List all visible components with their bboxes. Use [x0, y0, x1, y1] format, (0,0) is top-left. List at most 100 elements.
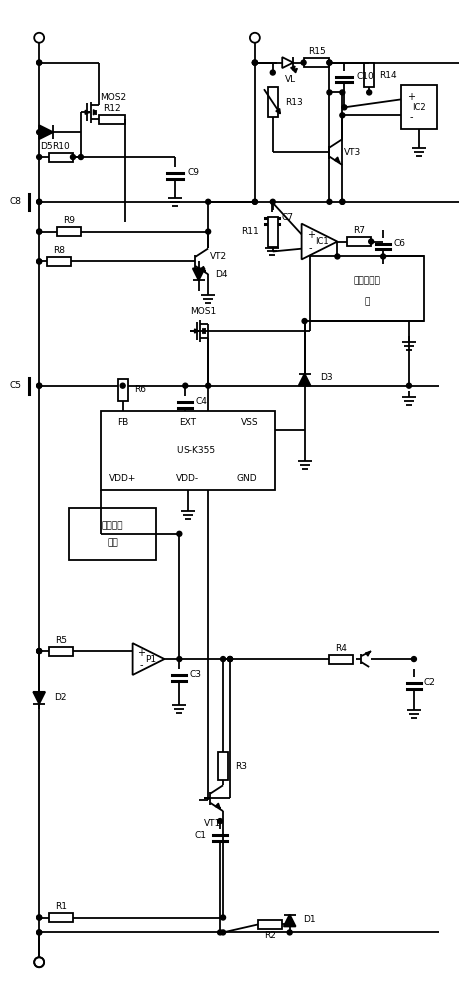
Bar — [258, 920, 282, 929]
Circle shape — [37, 930, 42, 935]
Text: GND: GND — [237, 474, 257, 483]
Text: 电流检测电: 电流检测电 — [353, 277, 380, 286]
Text: R15: R15 — [308, 47, 325, 56]
Circle shape — [252, 199, 257, 204]
Text: +: + — [137, 648, 145, 658]
Text: 比较放大: 比较放大 — [102, 522, 123, 531]
Text: C5: C5 — [9, 381, 21, 390]
Circle shape — [37, 383, 42, 388]
Circle shape — [37, 199, 42, 204]
Circle shape — [335, 254, 340, 259]
Circle shape — [270, 70, 275, 75]
Circle shape — [340, 199, 345, 204]
Polygon shape — [33, 692, 45, 704]
Text: +: + — [307, 230, 315, 240]
Circle shape — [411, 657, 416, 662]
Circle shape — [37, 649, 42, 654]
Text: D3: D3 — [320, 373, 333, 382]
Circle shape — [206, 199, 211, 204]
Circle shape — [227, 657, 233, 662]
Circle shape — [220, 915, 226, 920]
Circle shape — [227, 657, 233, 662]
Text: 电路: 电路 — [107, 539, 118, 548]
Text: R6: R6 — [135, 385, 147, 394]
Text: C8: C8 — [9, 197, 21, 206]
Polygon shape — [284, 915, 295, 926]
Circle shape — [220, 930, 226, 935]
Text: MOS2: MOS2 — [100, 93, 126, 102]
Text: C7: C7 — [282, 213, 294, 222]
Circle shape — [37, 60, 42, 65]
Circle shape — [407, 383, 411, 388]
Text: D2: D2 — [54, 693, 67, 702]
Text: U: U — [176, 446, 183, 455]
Circle shape — [327, 90, 332, 95]
Text: C9: C9 — [187, 168, 199, 177]
Circle shape — [78, 155, 83, 160]
Text: 路: 路 — [364, 297, 370, 306]
Text: C3: C3 — [189, 670, 201, 679]
Bar — [47, 257, 71, 266]
Circle shape — [120, 383, 125, 388]
Text: R4: R4 — [335, 644, 348, 653]
Text: R12: R12 — [103, 104, 121, 113]
Circle shape — [340, 90, 345, 95]
Text: FB: FB — [117, 418, 129, 427]
Circle shape — [367, 90, 372, 95]
Bar — [348, 237, 371, 246]
Bar — [303, 58, 329, 67]
Circle shape — [227, 657, 233, 662]
Circle shape — [37, 930, 42, 935]
Circle shape — [327, 60, 332, 65]
Polygon shape — [193, 268, 204, 280]
Circle shape — [37, 199, 42, 204]
Circle shape — [270, 199, 275, 204]
Circle shape — [252, 60, 257, 65]
Circle shape — [302, 319, 307, 324]
Polygon shape — [299, 374, 310, 386]
Circle shape — [37, 383, 42, 388]
Bar — [99, 115, 125, 124]
Circle shape — [381, 254, 386, 259]
Polygon shape — [302, 224, 337, 259]
Circle shape — [327, 60, 332, 65]
Bar — [310, 256, 424, 321]
Text: D4: D4 — [216, 270, 228, 279]
Circle shape — [206, 383, 211, 388]
Bar — [49, 153, 73, 162]
Circle shape — [340, 199, 345, 204]
Polygon shape — [133, 643, 165, 675]
Circle shape — [37, 229, 42, 234]
Circle shape — [327, 199, 332, 204]
Circle shape — [369, 239, 374, 244]
Polygon shape — [39, 125, 53, 139]
Circle shape — [220, 657, 226, 662]
Text: R9: R9 — [63, 216, 75, 225]
Text: MOS1: MOS1 — [189, 307, 216, 316]
Text: R5: R5 — [55, 636, 67, 645]
Circle shape — [218, 930, 223, 935]
Text: P1: P1 — [145, 655, 156, 664]
Circle shape — [218, 819, 223, 824]
Polygon shape — [93, 110, 96, 115]
Text: C4: C4 — [195, 397, 207, 406]
Text: EXT: EXT — [179, 418, 197, 427]
Text: R1: R1 — [55, 902, 67, 911]
Text: IC2: IC2 — [412, 103, 426, 112]
Circle shape — [206, 229, 211, 234]
Text: R10: R10 — [52, 142, 70, 151]
Text: VT2: VT2 — [210, 252, 227, 261]
Bar — [101, 411, 275, 490]
Circle shape — [252, 60, 257, 65]
Text: VT3: VT3 — [344, 148, 362, 157]
Circle shape — [37, 60, 42, 65]
Circle shape — [37, 259, 42, 264]
Text: R3: R3 — [235, 762, 247, 771]
Text: R7: R7 — [353, 226, 365, 235]
Circle shape — [37, 259, 42, 264]
Text: C6: C6 — [393, 239, 405, 248]
Circle shape — [340, 113, 345, 118]
Text: -: - — [140, 660, 143, 670]
Circle shape — [37, 649, 42, 654]
Circle shape — [252, 199, 257, 204]
